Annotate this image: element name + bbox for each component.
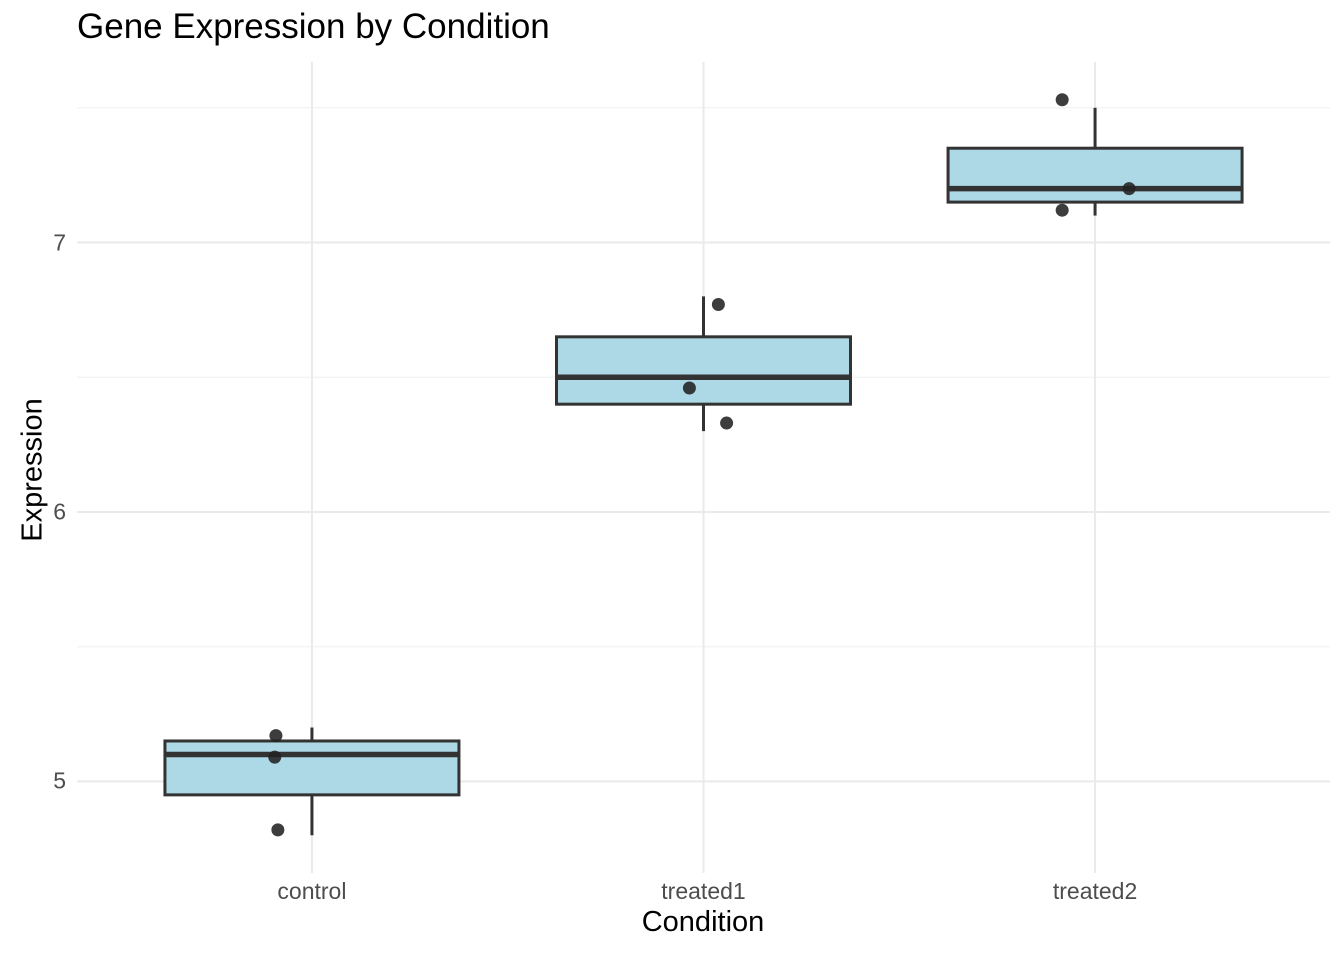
data-point-treated2 [1122, 182, 1136, 196]
x-tick-label-treated1: treated1 [661, 878, 746, 904]
y-tick-label-6: 6 [53, 498, 66, 525]
data-point-control [271, 823, 285, 837]
data-point-treated2 [1055, 93, 1069, 107]
x-axis-title: Condition [641, 906, 765, 938]
box-treated1 [555, 335, 852, 406]
data-point-control [269, 729, 283, 743]
y-axis-tick-labels: 5 6 7 [0, 0, 66, 960]
data-point-control [268, 750, 282, 764]
data-point-treated1 [711, 297, 725, 311]
x-tick-label-treated2: treated2 [1052, 878, 1138, 904]
data-point-treated2 [1055, 203, 1069, 217]
y-tick-label-7: 7 [53, 229, 66, 256]
data-point-treated1 [682, 381, 696, 395]
box-treated2 [946, 146, 1244, 204]
y-tick-label-5: 5 [53, 767, 66, 794]
box-control [163, 739, 461, 797]
data-point-treated1 [720, 416, 734, 430]
chart-title: Gene Expression by Condition [77, 7, 550, 46]
x-tick-label-control: control [277, 878, 347, 904]
